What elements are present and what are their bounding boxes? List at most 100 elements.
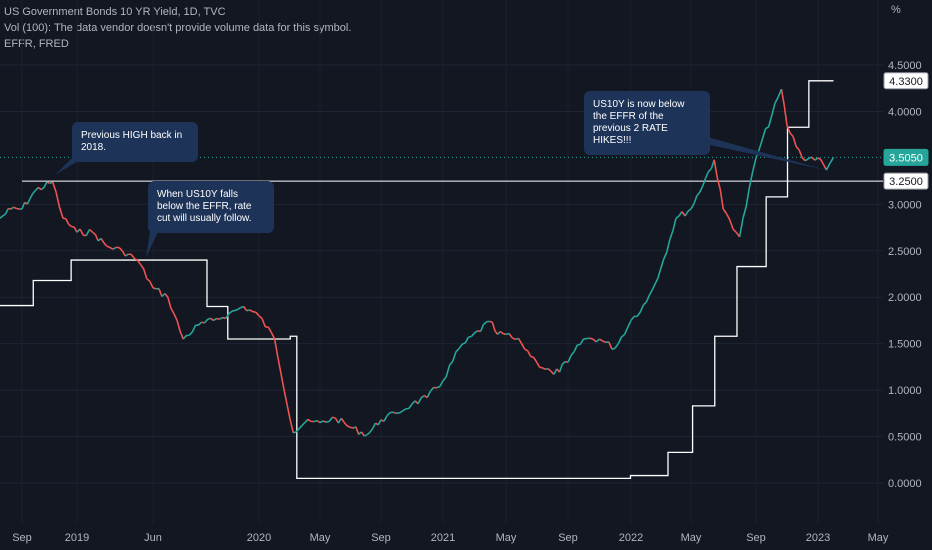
us10y-segment [383,415,388,422]
us10y-segment [293,431,297,434]
us10y-segment [672,218,677,231]
us10y-segment [346,425,351,429]
us10y-segment [765,126,770,130]
us10y-segment [363,433,368,437]
us10y-segment [46,181,51,185]
us10y-segment [73,226,78,233]
callout-effr-cut[interactable]: When US10Y falls below the EFFR, rate cu… [148,181,274,233]
us10y-segment [489,320,493,323]
us10y-segment [201,321,205,324]
us10y-segment [577,343,581,346]
price-labels: 4.3300 3.5050 3.2500 [883,72,929,190]
us10y-segment [829,157,835,164]
us10y-segment [511,337,516,341]
us10y-segment [173,313,178,321]
us10y-segment [94,234,99,242]
us10y-segment [37,186,42,191]
us10y-segment [334,417,340,424]
us10y-segment [234,308,238,312]
us10y-segment [470,332,476,338]
legend-effr-series[interactable]: EFFR, FRED [4,38,69,50]
us10y-segment [707,168,712,173]
us10y-segment [65,218,70,225]
us10y-segment [350,426,354,429]
us10y-segment [684,210,689,217]
us10y-segment [483,321,488,325]
us10y-segment [716,177,722,190]
us10y-segment [231,309,235,313]
time-axis-tick: 2020 [247,532,271,544]
us10y-segment [804,157,809,162]
us10y-segment [592,338,597,343]
us10y-segment [808,156,813,160]
us10y-segment [789,132,794,138]
us10y-segment [337,417,343,424]
price-label-box [883,148,929,166]
us10y-segment [43,181,48,188]
us10y-segment [304,418,309,424]
us10y-segment [355,426,360,435]
us10y-segment [713,159,719,178]
time-axis-tick: Sep [12,532,32,544]
us10y-segment [207,317,211,321]
us10y-segment [448,360,454,366]
callout-high-2018[interactable]: Previous HIGH back in 2018. [72,122,198,162]
us10y-segment [589,337,594,341]
us10y-segment [429,386,435,392]
us10y-segment [623,326,629,335]
us10y-segment [524,348,529,352]
us10y-segment [191,324,197,333]
us10y-segment [798,149,803,159]
us10y-segment [158,288,163,297]
time-axis-tick: Sep [558,532,578,544]
us10y-series [0,88,835,437]
us10y-segment [526,350,532,357]
chart-series [0,80,883,480]
price-axis-tick: 1.5000 [888,339,922,351]
us10y-segment [742,206,747,219]
price-axis-tick: 2.5000 [888,246,922,258]
us10y-segment [411,400,416,405]
price-axis-tick: 1.0000 [888,385,922,397]
us10y-segment [468,335,472,338]
us10y-segment [124,253,129,257]
us10y-segment [611,347,616,351]
us10y-segment [515,337,519,341]
us10y-segment [420,394,425,399]
us10y-segment [745,187,751,207]
price-axis-tick: 0.5000 [888,432,922,444]
us10y-segment [792,136,797,147]
us10y-segment [771,102,776,116]
price-axis-tick: 3.0000 [888,199,922,211]
callout-rate-hikes[interactable]: US10Y is now below the EFFR of the previ… [584,91,710,155]
us10y-segment [442,376,447,382]
us10y-segment [209,317,214,322]
time-axis-tick: Jun [144,532,162,544]
us10y-segment [85,229,91,236]
us10y-segment [479,323,485,332]
us10y-segment [225,313,230,319]
us10y-segment [283,389,288,405]
us10y-segment [371,422,377,429]
us10y-segment [136,259,142,265]
us10y-segment [602,340,606,343]
us10y-segment [29,193,34,199]
us10y-segment [139,263,145,270]
us10y-segment [458,343,463,349]
us10y-segment [301,422,306,427]
legend-volume-note: Vol (100): The data vendor doesn't provi… [4,22,352,34]
us10y-segment [536,361,541,368]
us10y-segment [270,332,276,340]
us10y-segment [146,278,151,282]
us10y-segment [267,326,273,334]
us10y-segment [820,159,825,166]
us10y-segment [822,164,828,171]
us10y-segment [499,330,504,335]
us10y-segment [455,347,460,353]
us10y-segment [690,203,695,210]
us10y-segment [176,320,181,332]
us10y-segment [289,419,295,434]
us10y-segment [811,156,816,161]
legend-symbol-title[interactable]: US Government Bonds 10 YR Yield, 1D, TVC [4,6,226,18]
